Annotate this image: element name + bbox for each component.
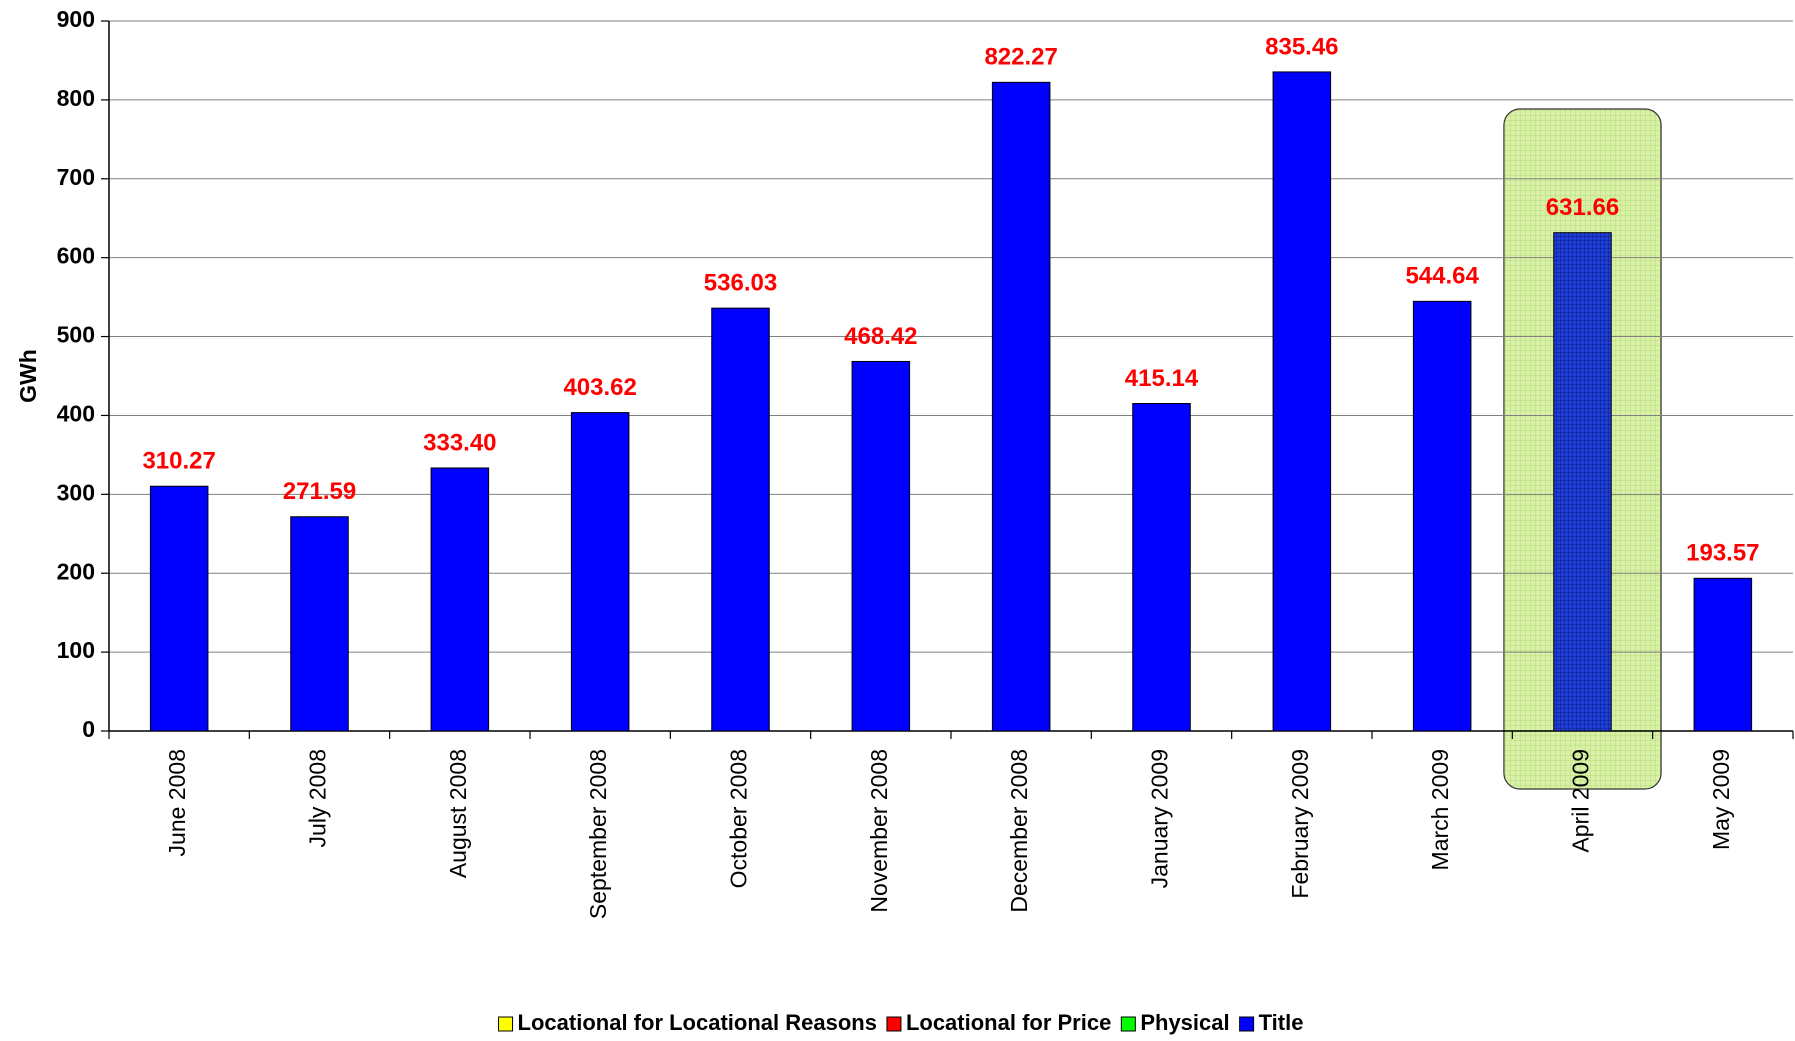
x-tick-label: November 2008 bbox=[866, 749, 892, 913]
legend-label: Title bbox=[1259, 1010, 1304, 1035]
x-tick-label: September 2008 bbox=[585, 749, 611, 919]
y-tick-label: 0 bbox=[82, 716, 95, 742]
y-axis-label: GWh bbox=[15, 349, 41, 403]
x-tick-label: July 2008 bbox=[305, 749, 331, 847]
legend-swatch bbox=[1120, 1016, 1136, 1032]
bar bbox=[1412, 300, 1472, 732]
x-tick-label: May 2009 bbox=[1708, 749, 1734, 850]
y-tick-label: 800 bbox=[57, 85, 95, 111]
value-label: 544.64 bbox=[1405, 263, 1479, 290]
value-label: 193.57 bbox=[1686, 540, 1759, 567]
bar bbox=[1553, 232, 1612, 732]
bar bbox=[851, 360, 911, 732]
y-tick-label: 100 bbox=[57, 637, 95, 663]
x-tick-label: April 2009 bbox=[1568, 749, 1594, 853]
value-label: 271.59 bbox=[283, 478, 356, 505]
legend-swatch bbox=[498, 1016, 514, 1032]
bar bbox=[1272, 71, 1332, 732]
x-tick-label: February 2009 bbox=[1287, 749, 1313, 899]
legend-swatch bbox=[886, 1016, 902, 1032]
value-label: 631.66 bbox=[1546, 194, 1619, 221]
bar bbox=[711, 307, 770, 732]
bar bbox=[430, 467, 490, 732]
legend-label: Locational for Locational Reasons bbox=[518, 1010, 877, 1035]
x-tick-label: October 2008 bbox=[726, 749, 752, 888]
bar bbox=[290, 516, 349, 732]
legend-swatch bbox=[1239, 1016, 1255, 1032]
bar bbox=[149, 485, 209, 732]
y-tick-label: 400 bbox=[57, 401, 95, 427]
bar bbox=[1693, 577, 1753, 732]
bar bbox=[570, 412, 630, 732]
x-tick-label: June 2008 bbox=[164, 749, 190, 856]
value-label: 468.42 bbox=[844, 323, 917, 350]
y-tick-label: 300 bbox=[57, 479, 95, 505]
legend-label: Locational for Price bbox=[906, 1010, 1111, 1035]
x-tick-label: August 2008 bbox=[445, 749, 471, 878]
value-label: 310.27 bbox=[142, 448, 215, 475]
y-tick-label: 700 bbox=[57, 164, 95, 190]
value-label: 536.03 bbox=[704, 269, 777, 296]
value-label: 835.46 bbox=[1265, 33, 1338, 60]
value-label: 415.14 bbox=[1125, 365, 1199, 392]
bar bbox=[1132, 403, 1191, 732]
x-tick-label: December 2008 bbox=[1006, 749, 1032, 913]
y-tick-label: 900 bbox=[57, 6, 95, 32]
y-tick-label: 200 bbox=[57, 558, 95, 584]
legend: Locational for Locational Reasons Locatio… bbox=[498, 1010, 1304, 1035]
legend-label: Physical bbox=[1140, 1010, 1229, 1035]
value-label: 822.27 bbox=[984, 44, 1057, 71]
bar bbox=[991, 81, 1051, 732]
x-tick-label: March 2009 bbox=[1427, 749, 1453, 870]
y-tick-label: 500 bbox=[57, 322, 95, 348]
value-label: 333.40 bbox=[423, 429, 496, 456]
y-tick-label: 600 bbox=[57, 243, 95, 269]
value-label: 403.62 bbox=[563, 374, 636, 401]
x-tick-label: January 2009 bbox=[1147, 749, 1173, 888]
